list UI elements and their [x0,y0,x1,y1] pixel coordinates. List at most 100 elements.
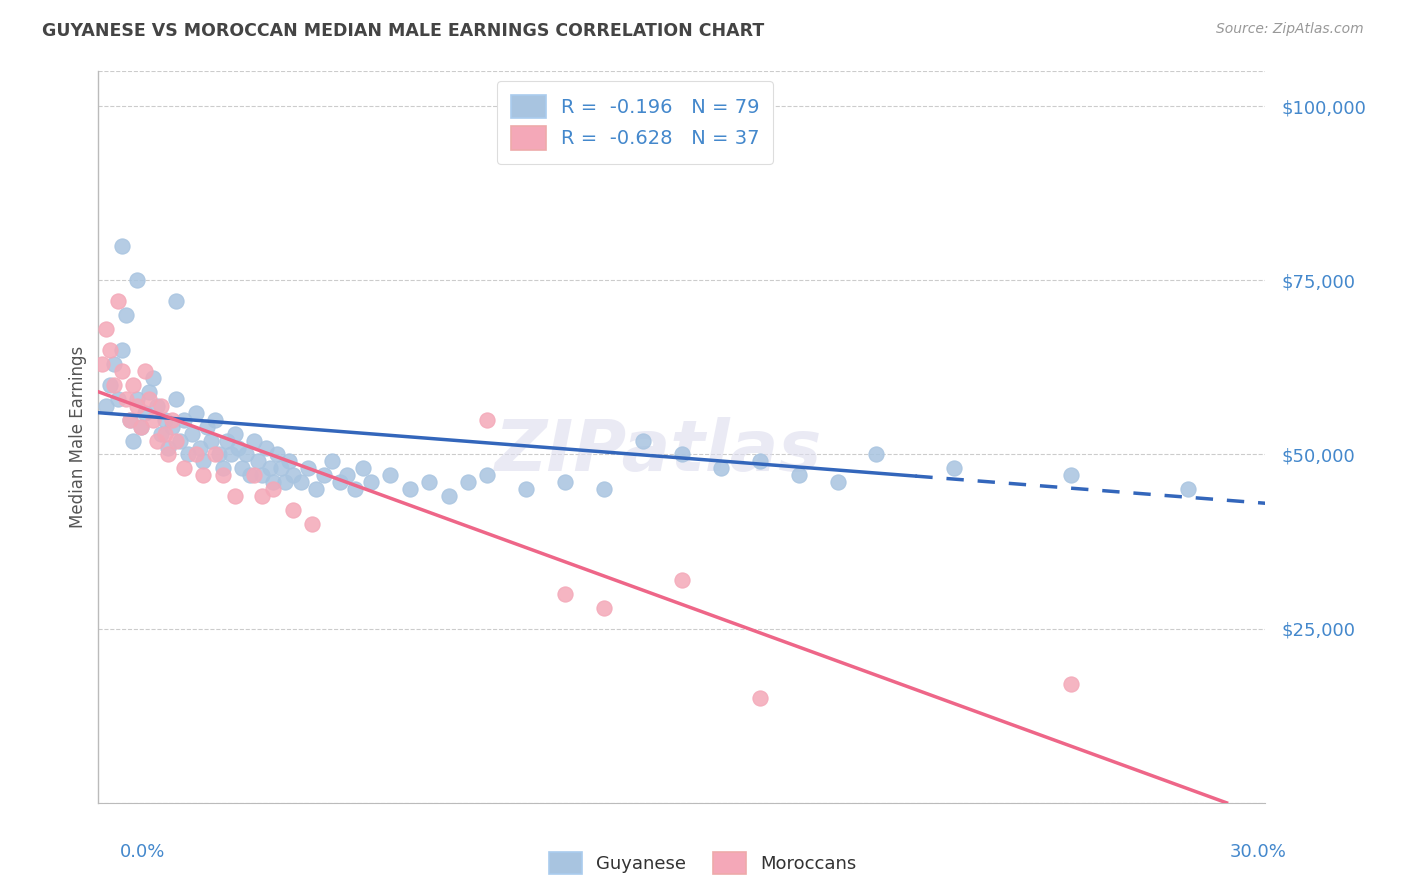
Point [593,600,616,615]
Point [195,419,218,434]
Point [114,308,136,322]
Point [169,434,191,448]
Point [208,448,231,462]
Text: Source: ZipAtlas.com: Source: ZipAtlas.com [1216,22,1364,37]
Point [127,392,149,406]
Point [593,483,616,497]
Text: GUYANESE VS MOROCCAN MEDIAN MALE EARNINGS CORRELATION CHART: GUYANESE VS MOROCCAN MEDIAN MALE EARNING… [42,22,765,40]
Text: 0.0%: 0.0% [120,843,165,861]
Point [173,461,195,475]
Point [146,434,169,448]
Point [250,489,273,503]
Point [360,475,382,490]
Legend: Guyanese, Moroccans: Guyanese, Moroccans [540,843,866,883]
Point [787,468,810,483]
Point [554,587,576,601]
Point [153,426,176,441]
Point [671,573,693,587]
Point [188,441,211,455]
Point [344,483,367,497]
Point [231,461,253,475]
Point [224,426,246,441]
Point [748,454,770,468]
Point [380,468,402,483]
Point [477,468,499,483]
Point [200,434,222,448]
Point [114,392,136,406]
Point [477,412,499,426]
Point [103,357,125,371]
Point [290,475,312,490]
Point [301,517,323,532]
Point [122,377,145,392]
Point [165,294,187,309]
Point [305,483,328,497]
Point [321,454,343,468]
Point [193,454,215,468]
Point [748,691,770,706]
Point [865,448,887,462]
Point [212,468,235,483]
Point [278,454,301,468]
Point [329,475,352,490]
Point [111,364,134,378]
Point [118,412,141,426]
Point [398,483,420,497]
Point [250,468,273,483]
Point [111,343,134,357]
Point [146,399,169,413]
Point [165,434,187,448]
Point [122,434,145,448]
Point [710,461,733,475]
Point [266,448,288,462]
Point [254,441,277,455]
Point [162,412,184,426]
Point [165,392,187,406]
Point [142,371,165,385]
Point [457,475,479,490]
Point [215,434,238,448]
Point [1060,468,1083,483]
Point [274,475,297,490]
Legend: R =  -0.196   N = 79, R =  -0.628   N = 37: R = -0.196 N = 79, R = -0.628 N = 37 [498,81,773,163]
Point [96,399,118,413]
Point [129,419,152,434]
Point [149,399,172,413]
Point [157,448,180,462]
Point [129,419,152,434]
Point [134,406,156,420]
Point [437,489,460,503]
Point [352,461,374,475]
Point [418,475,440,490]
Point [98,377,121,392]
Point [91,357,114,371]
Point [1177,483,1199,497]
Y-axis label: Median Male Earnings: Median Male Earnings [69,346,87,528]
Point [246,454,269,468]
Point [228,441,250,455]
Point [239,468,262,483]
Point [177,448,200,462]
Point [943,461,966,475]
Point [270,461,292,475]
Point [111,238,134,252]
Point [515,483,537,497]
Point [204,412,226,426]
Point [138,384,160,399]
Point [157,441,180,455]
Point [134,364,156,378]
Point [1060,677,1083,691]
Point [671,448,693,462]
Point [259,461,281,475]
Point [224,489,246,503]
Point [262,483,284,497]
Point [107,392,129,406]
Point [281,503,304,517]
Point [173,412,195,426]
Point [219,448,242,462]
Point [184,406,207,420]
Point [297,461,319,475]
Point [312,468,335,483]
Point [103,377,125,392]
Point [184,448,207,462]
